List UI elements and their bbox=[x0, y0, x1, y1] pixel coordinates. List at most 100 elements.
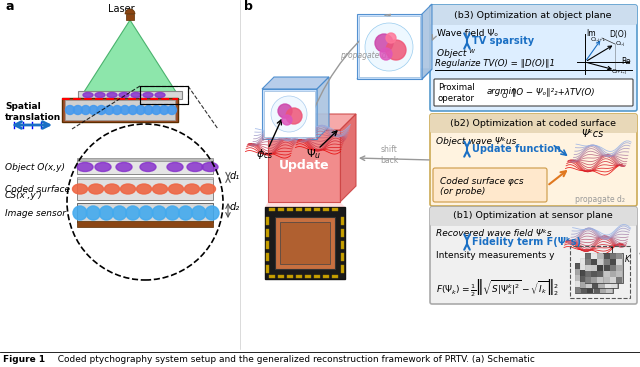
Bar bbox=[77, 178, 213, 200]
Bar bbox=[597, 271, 603, 277]
Bar bbox=[616, 253, 622, 259]
Circle shape bbox=[89, 105, 98, 115]
Bar bbox=[605, 270, 611, 276]
Bar bbox=[605, 282, 611, 288]
Bar bbox=[611, 276, 617, 282]
Bar bbox=[606, 287, 612, 293]
Bar bbox=[592, 282, 598, 288]
Text: Recovered wave field Ψᵏs: Recovered wave field Ψᵏs bbox=[436, 229, 552, 239]
Bar bbox=[616, 265, 622, 271]
Bar bbox=[604, 277, 610, 283]
Bar bbox=[580, 276, 586, 282]
Text: Regularize TV(O) = ∥D(O)∥1: Regularize TV(O) = ∥D(O)∥1 bbox=[435, 59, 555, 69]
Text: propagate d₁: propagate d₁ bbox=[340, 51, 390, 59]
Circle shape bbox=[168, 105, 177, 115]
Text: (b1) Optimization at sensor plane: (b1) Optimization at sensor plane bbox=[453, 211, 613, 221]
Bar bbox=[604, 253, 610, 259]
Text: Spatial
translation: Spatial translation bbox=[5, 102, 61, 122]
Bar bbox=[585, 265, 591, 271]
Bar bbox=[266, 229, 269, 237]
Circle shape bbox=[380, 48, 392, 60]
Ellipse shape bbox=[200, 184, 216, 194]
Bar bbox=[140, 86, 188, 104]
Circle shape bbox=[73, 206, 87, 220]
Bar bbox=[332, 275, 338, 278]
Bar bbox=[592, 276, 598, 282]
Text: Oᵢ,ⱼ: Oᵢ,ⱼ bbox=[616, 40, 625, 46]
Circle shape bbox=[192, 206, 206, 220]
FancyBboxPatch shape bbox=[430, 114, 637, 206]
Bar bbox=[586, 270, 592, 276]
Ellipse shape bbox=[107, 92, 117, 98]
Text: Fidelity term F(Ψᵏs): Fidelity term F(Ψᵏs) bbox=[472, 237, 581, 247]
Ellipse shape bbox=[95, 163, 111, 171]
Text: $F(\Psi_k) = \frac{1}{2}\left\|\sqrt{S|\Psi_s^k|^2} - \sqrt{I_k}\right\|_2^2$: $F(\Psi_k) = \frac{1}{2}\left\|\sqrt{S|\… bbox=[436, 277, 559, 299]
Bar bbox=[600, 263, 606, 269]
Text: D(O): D(O) bbox=[609, 29, 627, 39]
Ellipse shape bbox=[168, 184, 184, 194]
Bar bbox=[126, 14, 134, 20]
Polygon shape bbox=[268, 114, 356, 130]
Bar bbox=[266, 241, 269, 249]
Ellipse shape bbox=[83, 92, 93, 98]
Ellipse shape bbox=[152, 184, 168, 194]
Bar bbox=[587, 263, 593, 269]
Bar bbox=[305, 208, 311, 211]
Circle shape bbox=[97, 105, 106, 115]
Text: d₂: d₂ bbox=[230, 202, 240, 212]
Text: ∥O − Ψₒ∥²₂+λTV(O): ∥O − Ψₒ∥²₂+λTV(O) bbox=[512, 87, 595, 97]
Ellipse shape bbox=[116, 163, 132, 171]
Bar bbox=[587, 275, 593, 281]
Bar bbox=[594, 275, 600, 281]
Circle shape bbox=[81, 105, 90, 115]
Bar bbox=[62, 98, 178, 122]
Text: Object wave Ψᵏus: Object wave Ψᵏus bbox=[436, 137, 516, 145]
Bar bbox=[600, 275, 606, 281]
Bar bbox=[587, 281, 593, 287]
Bar bbox=[341, 253, 344, 261]
Ellipse shape bbox=[95, 92, 105, 98]
Bar bbox=[265, 207, 345, 279]
Bar bbox=[600, 269, 606, 275]
Bar bbox=[305, 275, 311, 278]
Bar bbox=[575, 269, 581, 275]
Bar bbox=[264, 91, 315, 137]
Bar bbox=[600, 281, 606, 287]
Bar bbox=[599, 264, 605, 270]
Bar bbox=[581, 263, 587, 269]
Bar bbox=[585, 253, 623, 283]
Bar bbox=[611, 282, 617, 288]
Bar bbox=[611, 264, 617, 270]
Bar bbox=[580, 282, 586, 288]
Circle shape bbox=[278, 104, 292, 118]
Bar bbox=[586, 282, 592, 288]
Bar bbox=[332, 208, 338, 211]
Bar bbox=[600, 287, 606, 293]
Bar bbox=[314, 275, 320, 278]
Bar bbox=[606, 263, 612, 269]
Text: Object O(x,y): Object O(x,y) bbox=[5, 163, 65, 171]
Circle shape bbox=[139, 206, 153, 220]
Bar bbox=[610, 253, 616, 259]
Polygon shape bbox=[268, 130, 340, 202]
Text: Oᵢ,ⱼ₊₁: Oᵢ,ⱼ₊₁ bbox=[591, 37, 606, 43]
Text: Update: Update bbox=[278, 160, 330, 172]
Ellipse shape bbox=[104, 184, 120, 194]
Text: Im: Im bbox=[586, 29, 596, 37]
Bar bbox=[586, 276, 592, 282]
Polygon shape bbox=[340, 114, 356, 202]
FancyBboxPatch shape bbox=[434, 79, 633, 106]
FancyBboxPatch shape bbox=[433, 168, 547, 202]
Bar bbox=[591, 259, 597, 265]
Bar bbox=[341, 229, 344, 237]
Bar bbox=[594, 287, 600, 293]
Circle shape bbox=[159, 105, 169, 115]
Ellipse shape bbox=[77, 163, 93, 171]
Text: Wave field Ψₒ: Wave field Ψₒ bbox=[437, 29, 498, 37]
Polygon shape bbox=[262, 89, 317, 139]
Circle shape bbox=[120, 105, 129, 115]
Circle shape bbox=[126, 206, 140, 220]
Bar bbox=[278, 275, 284, 278]
Polygon shape bbox=[357, 14, 422, 79]
Bar bbox=[606, 281, 612, 287]
